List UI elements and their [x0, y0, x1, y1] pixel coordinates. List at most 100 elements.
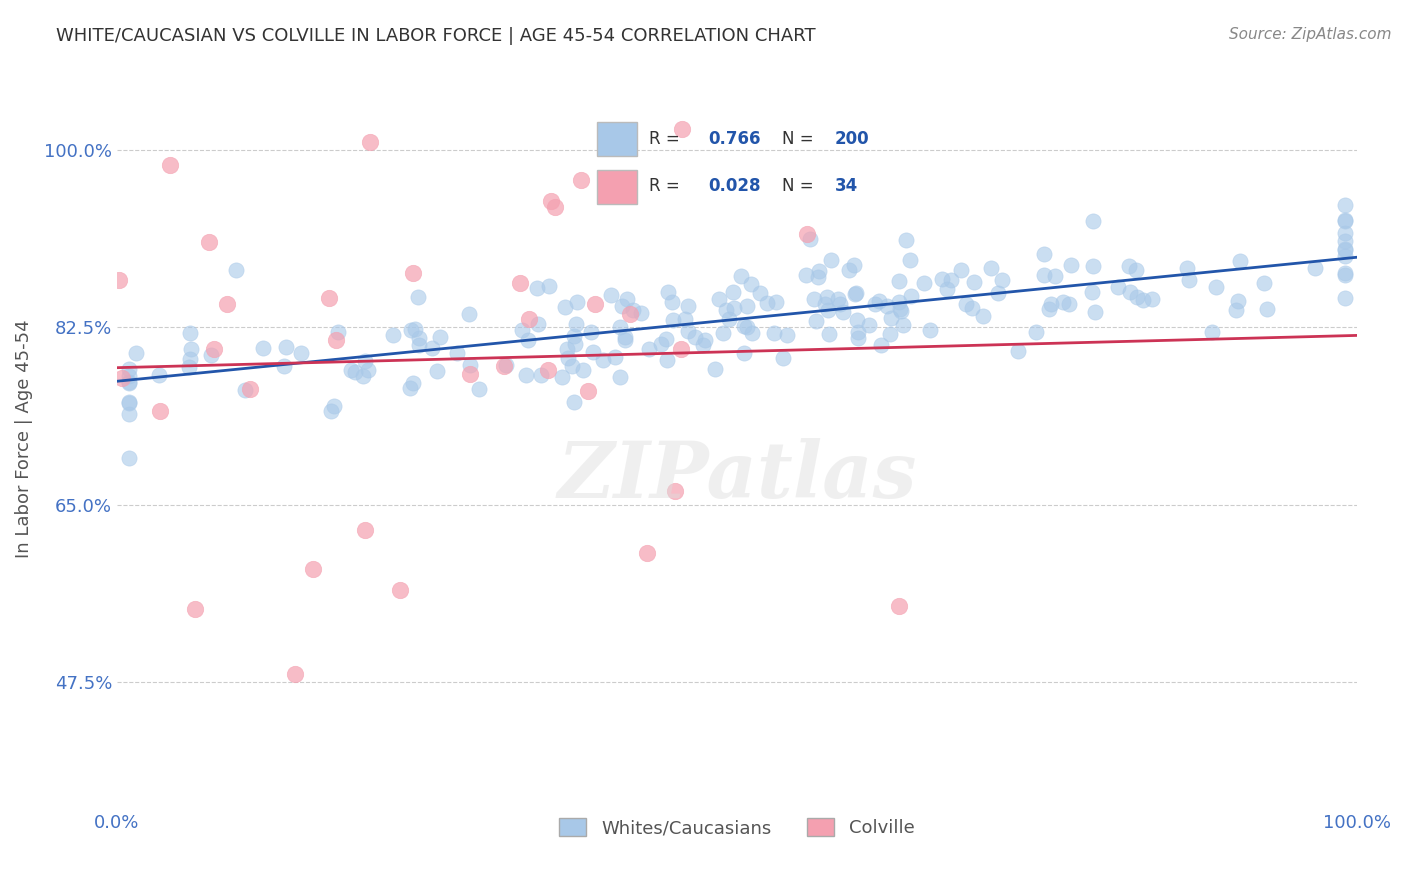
Point: [693, 333, 716, 347]
Point: [931, 272, 953, 286]
Text: N =: N =: [782, 130, 814, 148]
Point: [655, 332, 678, 346]
Point: [125, 346, 148, 360]
Point: [118, 396, 141, 410]
Point: [1225, 303, 1247, 318]
Legend: Whites/Caucasians, Colville: Whites/Caucasians, Colville: [553, 811, 922, 845]
Point: [1333, 242, 1355, 256]
Text: WHITE/CAUCASIAN VS COLVILLE IN LABOR FORCE | AGE 45-54 CORRELATION CHART: WHITE/CAUCASIAN VS COLVILLE IN LABOR FOR…: [56, 27, 815, 45]
Point: [180, 342, 202, 356]
Point: [796, 227, 818, 241]
Point: [858, 318, 880, 332]
Point: [673, 312, 696, 326]
Point: [733, 346, 755, 360]
Point: [537, 363, 560, 377]
Point: [1333, 213, 1355, 227]
Point: [600, 288, 623, 302]
Point: [239, 382, 262, 396]
Point: [814, 297, 837, 311]
Point: [458, 359, 481, 373]
Point: [540, 194, 562, 209]
Point: [891, 318, 914, 332]
Point: [354, 354, 377, 368]
Point: [202, 342, 225, 356]
Point: [526, 281, 548, 295]
Text: Source: ZipAtlas.com: Source: ZipAtlas.com: [1229, 27, 1392, 42]
Point: [111, 371, 134, 385]
Point: [579, 325, 602, 339]
Point: [637, 342, 659, 356]
Point: [1333, 234, 1355, 248]
Point: [619, 308, 641, 322]
Point: [990, 273, 1012, 287]
Point: [252, 341, 274, 355]
Point: [404, 322, 426, 336]
Point: [762, 326, 785, 340]
Point: [326, 325, 349, 339]
Point: [683, 330, 706, 344]
Point: [359, 136, 381, 150]
Point: [446, 346, 468, 360]
Point: [711, 326, 734, 340]
Point: [887, 295, 910, 310]
Point: [845, 285, 868, 300]
Point: [179, 360, 201, 375]
Point: [650, 337, 672, 351]
Point: [844, 286, 866, 301]
Point: [530, 368, 553, 382]
Point: [562, 329, 585, 343]
Point: [565, 294, 588, 309]
Point: [517, 312, 540, 326]
Point: [842, 258, 865, 272]
Point: [669, 342, 692, 356]
Point: [592, 353, 614, 368]
Point: [721, 285, 744, 299]
Point: [879, 311, 901, 326]
Point: [1132, 293, 1154, 307]
Point: [1045, 269, 1067, 284]
Point: [803, 292, 825, 306]
Point: [963, 275, 986, 289]
Point: [344, 365, 367, 379]
Point: [765, 294, 787, 309]
Point: [1333, 244, 1355, 258]
Point: [1333, 214, 1355, 228]
Point: [717, 312, 740, 326]
Point: [662, 312, 685, 326]
Point: [1033, 247, 1056, 261]
Point: [302, 562, 325, 576]
Point: [1119, 285, 1142, 299]
FancyBboxPatch shape: [596, 170, 637, 204]
Point: [733, 318, 755, 333]
Point: [676, 324, 699, 338]
Point: [339, 362, 361, 376]
Point: [703, 361, 725, 376]
Point: [609, 370, 631, 384]
Point: [890, 303, 912, 318]
Point: [1081, 259, 1104, 273]
Point: [1107, 279, 1129, 293]
Point: [118, 376, 141, 390]
Point: [692, 338, 714, 352]
Point: [730, 268, 752, 283]
Text: 0.766: 0.766: [709, 130, 761, 148]
Point: [468, 383, 491, 397]
Point: [737, 320, 759, 334]
Point: [353, 524, 375, 538]
Point: [920, 323, 942, 337]
Point: [936, 282, 959, 296]
Point: [889, 301, 911, 316]
Point: [544, 200, 567, 214]
Point: [273, 359, 295, 373]
Point: [815, 290, 838, 304]
Point: [107, 273, 129, 287]
Point: [321, 404, 343, 418]
Point: [569, 173, 592, 187]
Y-axis label: In Labor Force | Age 45-54: In Labor Force | Age 45-54: [15, 319, 32, 558]
Point: [869, 338, 891, 352]
Point: [616, 292, 638, 306]
Point: [402, 376, 425, 391]
Point: [609, 320, 631, 334]
Point: [955, 296, 977, 310]
Point: [460, 367, 482, 381]
